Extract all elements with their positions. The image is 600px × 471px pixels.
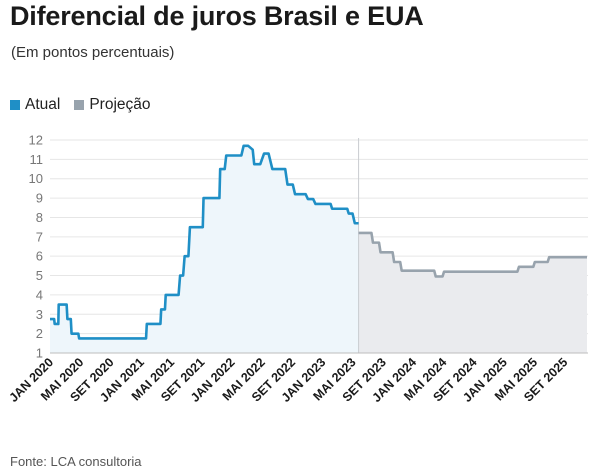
series-area-projecao: [358, 232, 587, 353]
y-tick-label: 6: [36, 249, 43, 264]
y-tick-label: 5: [36, 268, 43, 283]
y-tick-label: 12: [29, 133, 43, 148]
legend-swatch-projecao: [74, 100, 85, 110]
chart-subtitle: (Em pontos percentuais): [11, 44, 175, 61]
legend-label-projecao: Projeção: [89, 96, 151, 113]
legend-label-atual: Atual: [25, 96, 61, 113]
y-tick-label: 3: [36, 307, 43, 322]
y-tick-label: 7: [36, 229, 43, 244]
chart-legend: Atual Projeção: [10, 96, 165, 114]
source-note: Fonte: LCA consultoria: [10, 454, 142, 469]
chart-title: Diferencial de juros Brasil e EUA: [10, 1, 424, 31]
y-tick-label: 2: [36, 326, 43, 341]
legend-item-projecao: Projeção: [74, 96, 151, 114]
y-tick-label: 11: [30, 152, 44, 167]
y-tick-label: 1: [36, 346, 43, 361]
legend-item-atual: Atual: [10, 96, 60, 114]
y-tick-label: 8: [36, 210, 43, 225]
series-line-atual: [50, 144, 359, 340]
series-area-atual: [50, 145, 359, 353]
y-tick-label: 10: [29, 171, 43, 186]
y-tick-label: 9: [36, 191, 43, 206]
legend-swatch-atual: [10, 100, 20, 110]
y-tick-label: 4: [36, 287, 43, 302]
series-line-projecao: [358, 231, 587, 278]
